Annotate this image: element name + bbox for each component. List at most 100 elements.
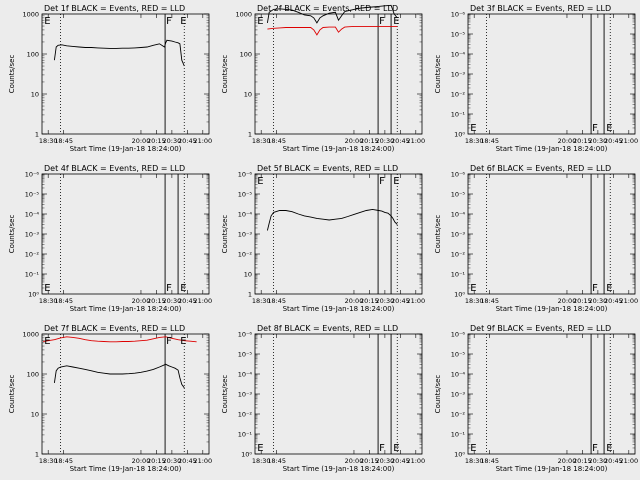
- y-tick-label: 10⁻⁴: [238, 211, 253, 219]
- marker-e: E: [393, 16, 399, 27]
- x-tick-label: 20:30: [589, 297, 608, 305]
- y-tick-label: 10: [31, 411, 39, 419]
- y-tick-label: 10⁻⁵: [451, 191, 466, 199]
- lld-series: [267, 25, 398, 36]
- panel-5: Det 5f BLACK = Events, RED = LLD 1 10 10⁻² 1…: [221, 164, 425, 313]
- x-tick-label: 20:00: [132, 297, 151, 305]
- x-tick-label: 18:45: [480, 137, 499, 145]
- y-tick-label: 10⁻¹: [238, 431, 253, 439]
- y-axis-label: Counts/sec: [434, 375, 442, 414]
- chart-title: Det 8f BLACK = Events, RED = LLD: [257, 324, 398, 333]
- x-tick-label: 20:30: [589, 457, 608, 465]
- x-tick-label: 18:30: [252, 457, 271, 465]
- y-tick-label: 10⁻²: [451, 91, 466, 99]
- marker-e: E: [180, 336, 186, 347]
- chart-title: Det 6f BLACK = Events, RED = LLD: [470, 164, 611, 173]
- y-tick-label: 10⁻⁶: [25, 171, 40, 179]
- y-tick-label: 10⁻²: [238, 251, 253, 259]
- lld-series: [43, 336, 197, 343]
- x-tick-label: 20:00: [558, 457, 577, 465]
- plot-frame: [41, 333, 210, 455]
- x-tick-label: 20:15: [573, 137, 592, 145]
- x-tick-label: 21:00: [193, 297, 212, 305]
- x-tick-label: 20:45: [178, 457, 197, 465]
- y-tick-label: 10⁰: [241, 451, 252, 459]
- y-tick-label: 10⁻⁶: [451, 331, 466, 339]
- marker-e: E: [470, 443, 476, 454]
- x-tick-label: 18:30: [465, 457, 484, 465]
- y-tick-label: 1: [248, 131, 252, 139]
- x-tick-label: 20:15: [573, 457, 592, 465]
- y-tick-label: 10⁻⁴: [238, 371, 253, 379]
- y-tick-label: 10⁻³: [451, 391, 466, 399]
- x-tick-label: 18:45: [54, 297, 73, 305]
- plot-frame: [254, 13, 423, 135]
- x-tick-label: 21:00: [193, 457, 212, 465]
- y-axis-label: Counts/sec: [8, 55, 16, 94]
- events-series: [53, 39, 185, 67]
- events-series: [266, 4, 398, 24]
- y-tick-label: 10: [31, 91, 39, 99]
- x-tick-label: 20:30: [376, 297, 395, 305]
- x-tick-label: 18:45: [480, 297, 499, 305]
- marker-f: F: [166, 283, 172, 294]
- panel-3: Det 3f BLACK = Events, RED = LLD 10⁰ 10⁻¹ 1…: [434, 4, 638, 153]
- x-tick-label: 18:30: [465, 297, 484, 305]
- y-axis-label: Counts/sec: [8, 215, 16, 254]
- y-tick-label: 1: [35, 451, 39, 459]
- y-tick-label: 10⁻⁴: [451, 51, 466, 59]
- x-tick-label: 20:45: [391, 137, 410, 145]
- marker-e: E: [606, 443, 612, 454]
- x-tick-label: 18:30: [252, 297, 271, 305]
- panel-9: Det 9f BLACK = Events, RED = LLD 10⁰ 10⁻¹ 1…: [434, 324, 638, 473]
- marker-e: E: [257, 16, 263, 27]
- x-tick-label: 20:00: [345, 297, 364, 305]
- x-tick-label: 21:00: [193, 137, 212, 145]
- y-tick-label: 10⁻⁵: [25, 191, 40, 199]
- x-tick-label: 20:15: [147, 457, 166, 465]
- chart-title: Det 1f BLACK = Events, RED = LLD: [44, 4, 185, 13]
- y-axis-label: Counts/sec: [221, 215, 229, 254]
- x-axis-label: Start Time (19-Jan-18 18:24:00): [283, 145, 395, 153]
- x-tick-label: 20:30: [163, 457, 182, 465]
- y-tick-label: 10⁻³: [451, 231, 466, 239]
- chart-title: Det 3f BLACK = Events, RED = LLD: [470, 4, 611, 13]
- x-axis-label: Start Time (19-Jan-18 18:24:00): [70, 305, 182, 313]
- x-tick-label: 20:00: [132, 457, 151, 465]
- chart-title: Det 4f BLACK = Events, RED = LLD: [44, 164, 185, 173]
- y-tick-label: 100: [27, 51, 39, 59]
- y-axis-label: Counts/sec: [221, 55, 229, 94]
- y-tick-label: 1000: [22, 11, 39, 19]
- x-tick-label: 20:30: [376, 457, 395, 465]
- y-tick-label: 10⁻²: [451, 411, 466, 419]
- y-tick-label: 10⁻³: [238, 391, 253, 399]
- y-tick-label: 10⁻¹: [451, 431, 466, 439]
- x-tick-label: 20:15: [147, 137, 166, 145]
- y-tick-label: 100: [240, 51, 252, 59]
- marker-f: F: [592, 283, 598, 294]
- y-tick-label: 10: [244, 91, 252, 99]
- y-tick-label: 10⁻⁵: [238, 191, 253, 199]
- x-tick-label: 20:30: [376, 137, 395, 145]
- x-tick-label: 20:00: [132, 137, 151, 145]
- x-tick-label: 20:30: [163, 297, 182, 305]
- x-tick-label: 20:45: [391, 457, 410, 465]
- marker-e: E: [470, 123, 476, 134]
- marker-e: E: [606, 283, 612, 294]
- x-tick-label: 20:00: [345, 137, 364, 145]
- x-axis-label: Start Time (19-Jan-18 18:24:00): [283, 465, 395, 473]
- y-axis-label: Counts/sec: [434, 55, 442, 94]
- y-tick-label: 10⁻⁵: [238, 351, 253, 359]
- x-tick-label: 18:45: [267, 297, 286, 305]
- x-tick-label: 20:45: [391, 297, 410, 305]
- x-axis-label: Start Time (19-Jan-18 18:24:00): [496, 145, 608, 153]
- x-tick-label: 21:00: [619, 137, 638, 145]
- marker-e: E: [180, 283, 186, 294]
- y-tick-label: 10⁻¹: [25, 271, 40, 279]
- x-tick-label: 21:00: [406, 137, 425, 145]
- x-tick-label: 18:30: [465, 137, 484, 145]
- marker-e: E: [606, 123, 612, 134]
- y-tick-label: 10⁻³: [238, 231, 253, 239]
- y-tick-label: 10⁻⁶: [451, 11, 466, 19]
- x-tick-label: 21:00: [619, 457, 638, 465]
